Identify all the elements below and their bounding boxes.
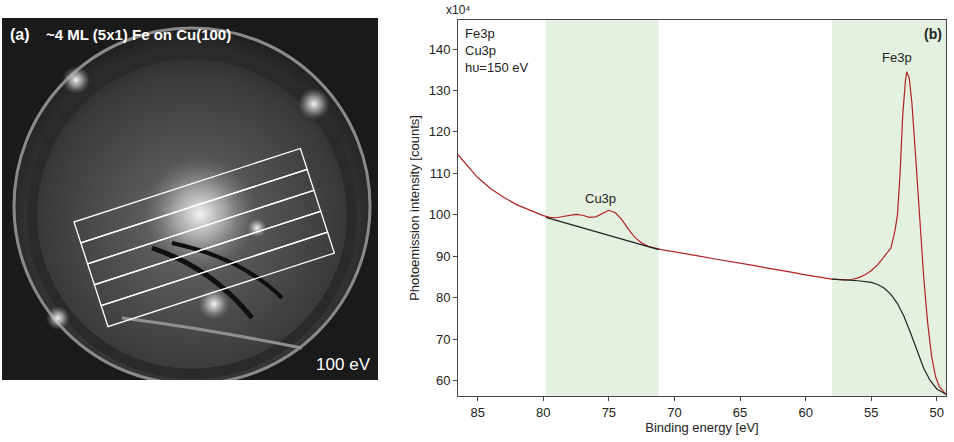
svg-text:80: 80 [536,405,550,420]
svg-text:80: 80 [436,290,450,305]
svg-text:65: 65 [733,405,747,420]
svg-text:50: 50 [930,405,944,420]
svg-text:100: 100 [429,207,451,222]
svg-text:55: 55 [864,405,878,420]
svg-text:~4 ML (5x1) Fe on Cu(100): ~4 ML (5x1) Fe on Cu(100) [46,26,231,43]
svg-text:Fe3pCu3phυ=150 eV: Fe3pCu3phυ=150 eV [465,26,528,75]
svg-text:(a): (a) [10,26,30,43]
svg-text:Photoemission intensity [count: Photoemission intensity [counts] [407,115,422,301]
svg-text:x10⁴: x10⁴ [446,3,471,17]
svg-text:70: 70 [436,332,450,347]
svg-text:140: 140 [429,42,451,57]
svg-text:100 eV: 100 eV [316,355,371,374]
svg-text:70: 70 [667,405,681,420]
svg-text:90: 90 [436,249,450,264]
svg-text:Fe3p: Fe3p [882,50,912,65]
svg-text:110: 110 [430,166,451,181]
svg-text:120: 120 [429,124,451,139]
svg-text:60: 60 [436,373,450,388]
svg-text:85: 85 [470,405,484,420]
svg-text:Cu3p: Cu3p [585,191,616,206]
svg-text:75: 75 [602,405,616,420]
svg-text:130: 130 [429,83,451,98]
svg-text:Binding energy [eV]: Binding energy [eV] [645,420,758,435]
svg-text:60: 60 [798,405,812,420]
svg-text:(b): (b) [924,26,942,42]
